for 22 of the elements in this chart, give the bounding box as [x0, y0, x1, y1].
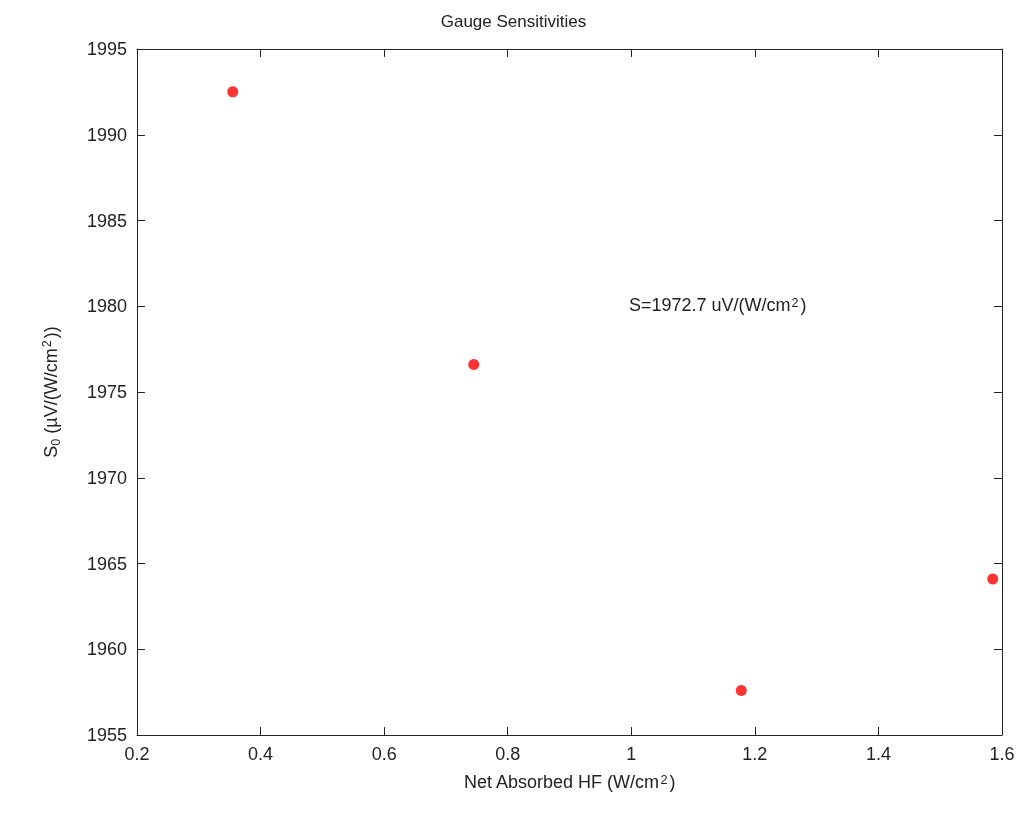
x-tick-label: 1.4: [865, 744, 891, 764]
point: [468, 359, 480, 371]
x-tick-label: 0.4: [248, 744, 274, 764]
x-tick-label: 1: [626, 744, 637, 764]
y-tick-label: 1965: [86, 553, 127, 574]
y-tick-label: 1990: [86, 124, 127, 145]
point: [987, 573, 999, 585]
y-tick-label: 1955: [86, 725, 127, 745]
point: [227, 86, 239, 98]
x-tick-label: 0.2: [124, 744, 150, 764]
y-tick-label: 1985: [86, 210, 127, 231]
x-tick-label: 0.8: [495, 744, 521, 764]
y-tick-label: 1975: [86, 382, 127, 402]
y-tick-label: 1995: [86, 39, 127, 59]
point: [735, 684, 747, 696]
y-tick-label: 1980: [86, 296, 127, 317]
y-tick-label: 1970: [86, 467, 127, 488]
x-tick-label: 0.6: [371, 744, 397, 764]
y-tick-label: 1960: [86, 639, 127, 660]
x-tick-label: 1.6: [989, 744, 1015, 764]
x-tick-label: 1.2: [742, 744, 768, 764]
chart-title: Gauge Sensitivities: [440, 12, 587, 31]
